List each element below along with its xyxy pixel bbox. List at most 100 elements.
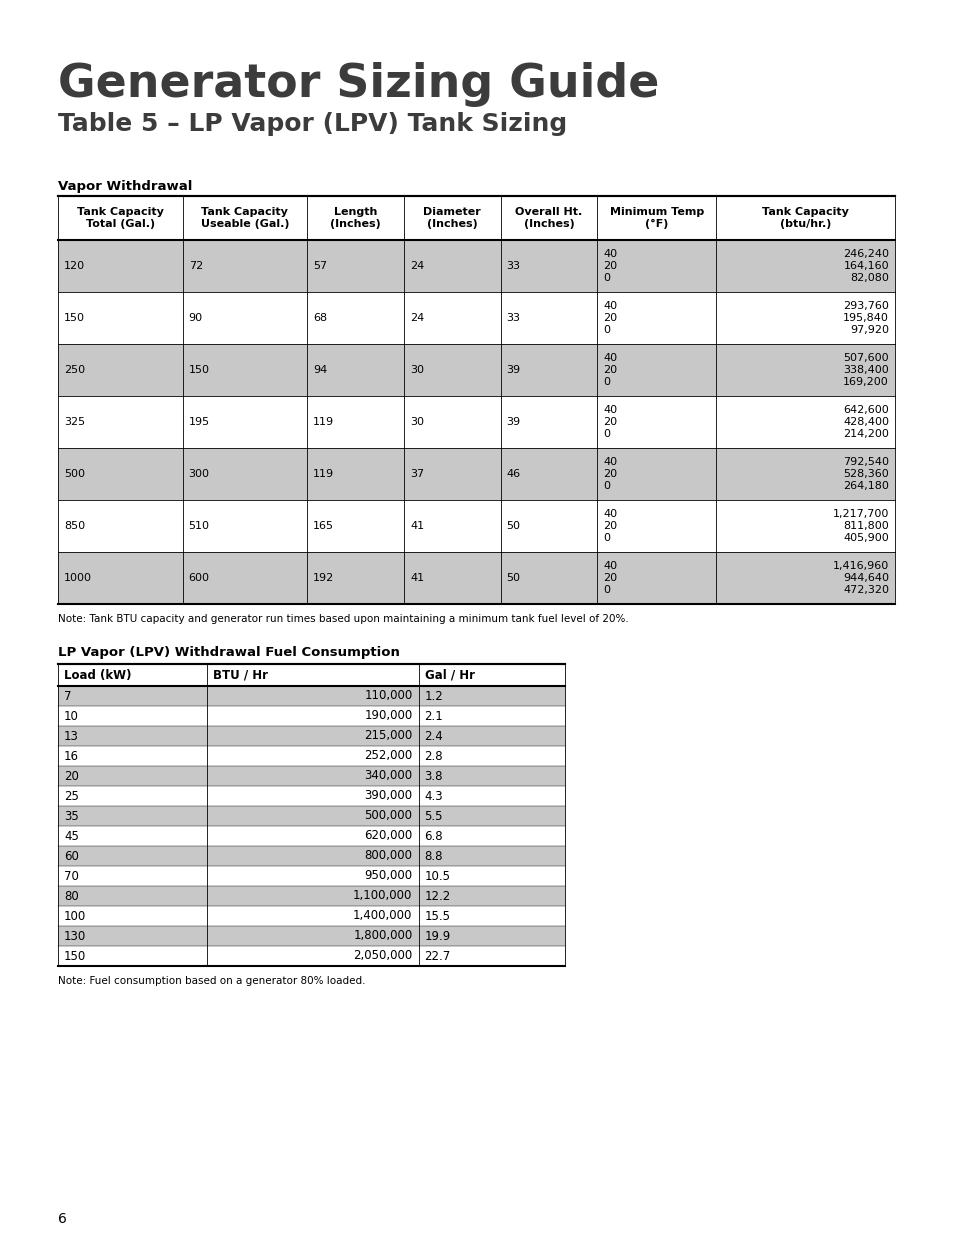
Text: 80: 80 xyxy=(64,889,79,903)
Text: 22.7: 22.7 xyxy=(424,950,451,962)
Bar xyxy=(58,396,894,448)
Text: 24: 24 xyxy=(410,261,424,270)
Text: 16: 16 xyxy=(64,750,79,762)
Text: 150: 150 xyxy=(189,366,210,375)
Text: 10.5: 10.5 xyxy=(424,869,450,883)
Text: 40
20
0: 40 20 0 xyxy=(602,405,617,438)
Text: 600: 600 xyxy=(189,573,210,583)
Text: 94: 94 xyxy=(313,366,327,375)
Text: 60: 60 xyxy=(64,850,79,862)
Text: 110,000: 110,000 xyxy=(364,689,412,703)
Text: 40
20
0: 40 20 0 xyxy=(602,353,617,387)
Text: 165: 165 xyxy=(313,521,334,531)
Bar xyxy=(58,906,564,926)
Bar xyxy=(58,766,564,785)
Text: 39: 39 xyxy=(506,417,520,427)
Text: 40
20
0: 40 20 0 xyxy=(602,509,617,542)
Bar xyxy=(58,552,894,604)
Text: 1000: 1000 xyxy=(64,573,91,583)
Text: 30: 30 xyxy=(410,417,423,427)
Text: 1.2: 1.2 xyxy=(424,689,443,703)
Bar xyxy=(58,866,564,885)
Text: Length
(Inches): Length (Inches) xyxy=(330,207,380,228)
Bar xyxy=(58,345,894,396)
Text: 13: 13 xyxy=(64,730,79,742)
Text: 3.8: 3.8 xyxy=(424,769,442,783)
Text: LP Vapor (LPV) Withdrawal Fuel Consumption: LP Vapor (LPV) Withdrawal Fuel Consumpti… xyxy=(58,646,399,659)
Text: 390,000: 390,000 xyxy=(364,789,412,803)
Text: 500,000: 500,000 xyxy=(364,809,412,823)
Text: 40
20
0: 40 20 0 xyxy=(602,301,617,335)
Text: 850: 850 xyxy=(64,521,85,531)
Text: 190,000: 190,000 xyxy=(364,709,412,722)
Text: 20: 20 xyxy=(64,769,79,783)
Text: 2.4: 2.4 xyxy=(424,730,443,742)
Bar xyxy=(58,785,564,806)
Text: 25: 25 xyxy=(64,789,79,803)
Text: 500: 500 xyxy=(64,469,85,479)
Text: 250: 250 xyxy=(64,366,85,375)
Text: 45: 45 xyxy=(64,830,79,842)
Text: 215,000: 215,000 xyxy=(364,730,412,742)
Text: 4.3: 4.3 xyxy=(424,789,443,803)
Text: 192: 192 xyxy=(313,573,335,583)
Bar xyxy=(58,806,564,826)
Text: Note: Tank BTU capacity and generator run times based upon maintaining a minimum: Note: Tank BTU capacity and generator ru… xyxy=(58,614,628,624)
Text: 246,240
164,160
82,080: 246,240 164,160 82,080 xyxy=(842,249,888,283)
Text: 90: 90 xyxy=(189,312,203,324)
Text: 6.8: 6.8 xyxy=(424,830,443,842)
Text: 57: 57 xyxy=(313,261,327,270)
Text: Minimum Temp
(°F): Minimum Temp (°F) xyxy=(609,207,703,228)
Text: 7: 7 xyxy=(64,689,71,703)
Bar xyxy=(58,196,894,604)
Bar xyxy=(58,196,894,240)
Text: 1,100,000: 1,100,000 xyxy=(353,889,412,903)
Bar xyxy=(58,746,564,766)
Text: 950,000: 950,000 xyxy=(364,869,412,883)
Text: 12.2: 12.2 xyxy=(424,889,451,903)
Bar xyxy=(58,946,564,966)
Text: 8.8: 8.8 xyxy=(424,850,442,862)
Text: 1,400,000: 1,400,000 xyxy=(353,909,412,923)
Text: 37: 37 xyxy=(410,469,424,479)
Text: BTU / Hr: BTU / Hr xyxy=(213,668,268,682)
Text: 100: 100 xyxy=(64,909,86,923)
Bar xyxy=(58,448,894,500)
Text: Note: Fuel consumption based on a generator 80% loaded.: Note: Fuel consumption based on a genera… xyxy=(58,976,365,986)
Text: 50: 50 xyxy=(506,521,520,531)
Bar xyxy=(58,685,564,706)
Text: 30: 30 xyxy=(410,366,423,375)
Bar xyxy=(58,291,894,345)
Text: 68: 68 xyxy=(313,312,327,324)
Bar xyxy=(58,846,564,866)
Text: 46: 46 xyxy=(506,469,520,479)
Text: Tank Capacity
(btu/hr.): Tank Capacity (btu/hr.) xyxy=(761,207,848,228)
Bar xyxy=(58,706,564,726)
Text: 340,000: 340,000 xyxy=(364,769,412,783)
Text: 620,000: 620,000 xyxy=(364,830,412,842)
Bar xyxy=(58,885,564,906)
Text: 6: 6 xyxy=(58,1212,67,1226)
Text: 35: 35 xyxy=(64,809,79,823)
Text: 40
20
0: 40 20 0 xyxy=(602,457,617,490)
Text: 130: 130 xyxy=(64,930,86,942)
Text: 150: 150 xyxy=(64,950,86,962)
Text: 70: 70 xyxy=(64,869,79,883)
Text: Table 5 – LP Vapor (LPV) Tank Sizing: Table 5 – LP Vapor (LPV) Tank Sizing xyxy=(58,112,567,136)
Text: 1,217,700
811,800
405,900: 1,217,700 811,800 405,900 xyxy=(832,509,888,542)
Text: Tank Capacity
Total (Gal.): Tank Capacity Total (Gal.) xyxy=(77,207,164,228)
Bar xyxy=(58,826,564,846)
Text: 40
20
0: 40 20 0 xyxy=(602,562,617,594)
Text: 39: 39 xyxy=(506,366,520,375)
Text: 293,760
195,840
97,920: 293,760 195,840 97,920 xyxy=(842,301,888,335)
Text: 300: 300 xyxy=(189,469,210,479)
Text: 33: 33 xyxy=(506,312,520,324)
Text: 41: 41 xyxy=(410,573,424,583)
Text: Diameter
(Inches): Diameter (Inches) xyxy=(423,207,480,228)
Bar xyxy=(58,500,894,552)
Text: 792,540
528,360
264,180: 792,540 528,360 264,180 xyxy=(842,457,888,490)
Text: Vapor Withdrawal: Vapor Withdrawal xyxy=(58,180,193,193)
Text: 5.5: 5.5 xyxy=(424,809,442,823)
Text: 2.1: 2.1 xyxy=(424,709,443,722)
Text: Gal / Hr: Gal / Hr xyxy=(424,668,474,682)
